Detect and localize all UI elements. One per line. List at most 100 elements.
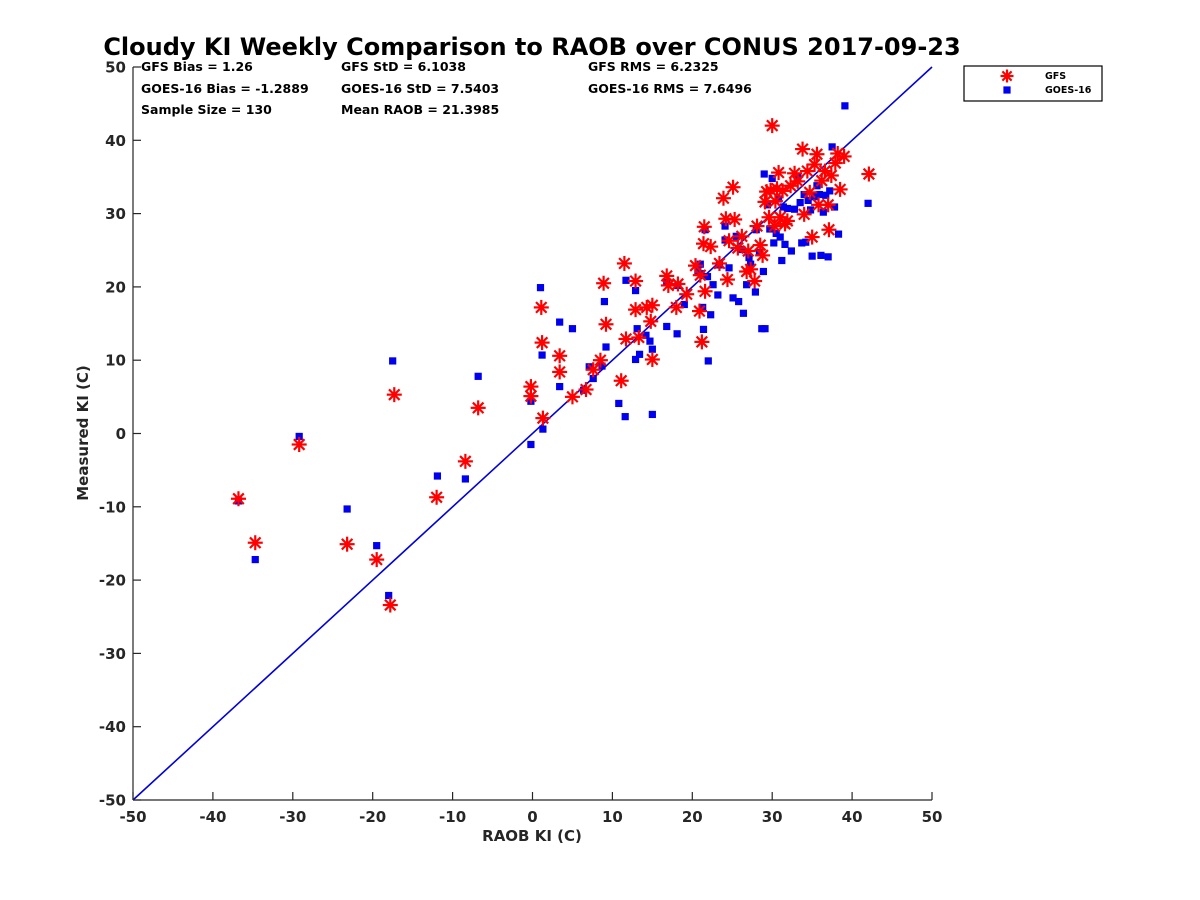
y-tick-label: 40 [105,132,126,150]
goes16-point [739,309,748,317]
plot-area [132,66,933,801]
gfs-point [832,181,848,197]
gfs-point [247,535,263,551]
gfs-point [755,247,771,263]
goes16-point [759,267,768,276]
gfs-point [644,351,660,367]
goes16-point [815,190,823,199]
goes16-point [633,325,641,333]
gfs-point [779,213,795,229]
goes16-point [539,425,547,433]
goes16-point [598,362,606,370]
gfs-point [628,302,644,318]
y-tick-label: -50 [99,792,126,810]
goes16-point [707,311,715,319]
gfs-point [795,141,811,157]
goes16-point [663,322,671,331]
gfs-point [564,389,580,405]
goes16-point [474,372,482,380]
gfs-point [775,183,791,199]
y-tick-label: -30 [99,645,126,663]
goes16-point [648,345,656,353]
gfs-point [730,240,746,256]
gfs-point [291,436,307,452]
gfs-point [230,491,246,507]
gfs-point [809,146,825,162]
x-tick-label: -30 [279,808,306,826]
goes16-point [743,281,751,289]
goes16-point [798,239,806,247]
x-tick-label: -50 [119,808,146,826]
one-to-one-reference-line [132,66,933,801]
y-tick-label: -10 [99,498,126,516]
goes16-point [714,291,722,299]
goes16-point [699,325,708,334]
gfs-point [660,277,676,293]
goes16-point [646,337,654,345]
stat-annotation: GFS Bias = 1.26 [141,59,253,74]
x-tick-label: 10 [602,808,623,826]
goes16-point [635,350,644,358]
goes16-point [615,399,623,408]
gfs-point [861,166,877,182]
stat-annotation: GOES-16 Bias = -1.2889 [141,81,309,96]
goes16-point [704,357,712,365]
goes16-point [790,205,799,213]
goes16-point [761,325,769,333]
gfs-point [752,237,768,253]
goes16-point [385,591,393,600]
x-tick-label: -20 [359,808,386,826]
gfs-point [823,167,839,183]
gfs-point [719,272,735,288]
gfs-point [802,184,818,200]
y-tick-label: 50 [105,59,126,77]
goes16-point [830,203,839,211]
stat-annotation: GFS RMS = 6.2325 [588,59,719,74]
gfs-point [534,335,550,351]
legend-square [1003,86,1011,94]
goes16-point [776,233,784,241]
gfs-point [727,211,743,227]
goes16-point [817,251,825,259]
gfs-point [631,329,647,345]
legend-entry-goes16: GOES-16 [1003,85,1092,96]
legend-marker-goes16-square [1003,86,1011,94]
gfs-point [659,268,675,284]
goes16-point [822,191,830,199]
gfs-point [821,222,837,238]
goes16-point [703,273,712,281]
gfs-point [613,373,629,389]
goes16-point [536,284,545,292]
gfs-point [725,179,741,195]
goes16-point [824,253,832,261]
goes16-point [760,170,768,178]
goes16-point [433,472,442,480]
x-tick-label: 20 [682,808,703,826]
goes16-point [568,325,577,333]
goes16-point [538,351,546,359]
gfs-point [598,316,614,332]
legend-label-gfs: GFS [1045,71,1066,82]
gfs-point [820,197,836,213]
goes16-point [725,264,733,272]
goes16-point [735,297,743,306]
gfs-point [743,261,759,277]
y-tick-label: 20 [105,278,126,296]
x-tick-label: 40 [842,808,863,826]
goes16-point [787,247,795,255]
gfs-point [535,410,551,426]
x-tick-label: -10 [439,808,466,826]
goes16-point [729,294,737,302]
stat-annotation: Mean RAOB = 21.3985 [341,102,499,117]
gfs-point [616,255,632,271]
gfs-point [552,348,568,364]
gfs-point [523,388,539,404]
goes16-point [834,230,843,238]
goes16-point [622,276,630,284]
gfs-point [734,228,750,244]
gfs-point [628,273,644,289]
gfs-point [618,331,634,347]
y-tick-label: 0 [116,425,126,443]
legend-label-goes16: GOES-16 [1045,85,1092,96]
goes16-point [751,288,760,296]
